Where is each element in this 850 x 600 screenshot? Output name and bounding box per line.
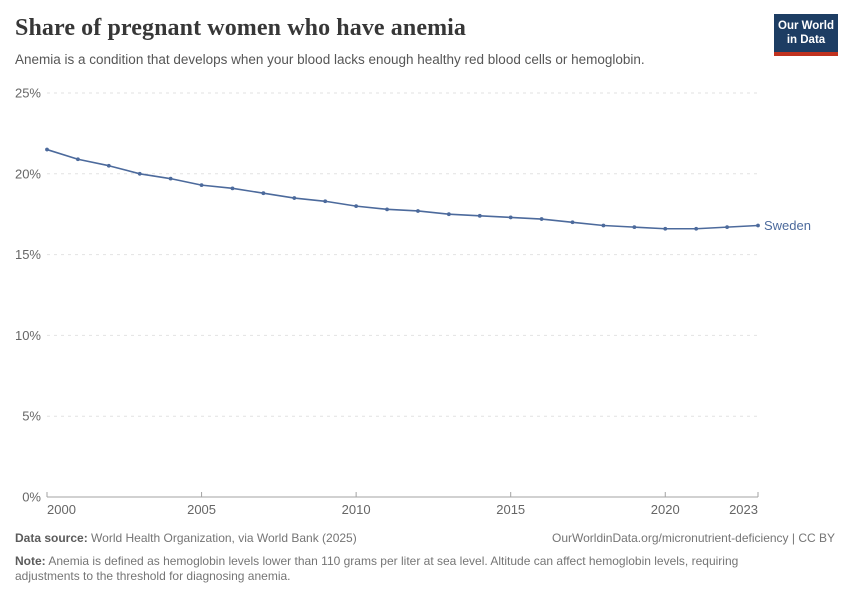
- x-tick-label: 2005: [187, 502, 216, 517]
- y-tick-label: 25%: [15, 86, 41, 101]
- data-point[interactable]: [570, 220, 575, 225]
- note-label: Note:: [15, 553, 46, 568]
- series-label: Sweden: [764, 218, 811, 233]
- owid-logo[interactable]: Our World in Data: [774, 14, 838, 56]
- data-source: Data source: World Health Organization, …: [15, 531, 357, 547]
- data-point[interactable]: [385, 207, 389, 212]
- data-point[interactable]: [756, 223, 760, 228]
- data-point[interactable]: [76, 157, 80, 162]
- x-tick-label: 2023: [729, 502, 758, 517]
- data-point[interactable]: [261, 191, 266, 196]
- data-point[interactable]: [663, 226, 668, 231]
- note-text: Anemia is defined as hemoglobin levels l…: [15, 553, 739, 584]
- y-tick-label: 20%: [15, 166, 41, 181]
- line-chart: 0% 5% 10% 15% 20% 25% 2000 2005 2010 2015 2020 2023…: [15, 86, 811, 518]
- data-point[interactable]: [477, 213, 482, 218]
- data-point[interactable]: [230, 186, 235, 191]
- data-point[interactable]: [416, 209, 420, 213]
- data-point[interactable]: [292, 196, 297, 200]
- chart-note: Note: Anemia is defined as hemoglobin le…: [15, 554, 800, 585]
- logo-text-line2: in Data: [786, 34, 826, 47]
- data-point[interactable]: [601, 223, 606, 228]
- chart-header: Share of pregnant women who have anemia …: [15, 15, 835, 67]
- owid-url-link[interactable]: OurWorldinData.org/micronutrient-deficie…: [552, 531, 835, 545]
- page-title: Share of pregnant women who have anemia: [15, 15, 467, 41]
- y-tick-label: 15%: [15, 247, 41, 262]
- data-point[interactable]: [539, 217, 544, 221]
- x-tick-label: 2020: [651, 502, 680, 517]
- chart-subtitle: Anemia is a condition that develops when…: [15, 52, 645, 67]
- data-point[interactable]: [106, 163, 111, 168]
- y-tick-label: 5%: [22, 409, 41, 424]
- data-point[interactable]: [168, 176, 173, 181]
- data-point[interactable]: [725, 225, 729, 230]
- x-tick-label: 2015: [496, 502, 525, 517]
- y-tick-label: 10%: [15, 328, 41, 343]
- data-point[interactable]: [508, 215, 513, 220]
- data-point[interactable]: [354, 204, 359, 209]
- data-point[interactable]: [632, 225, 637, 230]
- y-tick-label: 0%: [22, 490, 41, 505]
- data-point[interactable]: [694, 226, 699, 231]
- x-tick-label: 2000: [47, 502, 76, 517]
- series-line[interactable]: [46, 148, 759, 230]
- data-point[interactable]: [45, 147, 49, 152]
- data-source-label: Data source:: [15, 531, 88, 545]
- data-point[interactable]: [199, 183, 204, 188]
- chart-footer: Data source: World Health Organization, …: [15, 531, 835, 585]
- data-point[interactable]: [446, 212, 451, 217]
- logo-text-line1: Our World: [778, 20, 835, 32]
- data-point[interactable]: [137, 171, 142, 176]
- x-tick-label: 2010: [342, 502, 371, 517]
- data-source-text: World Health Organization, via World Ban…: [87, 531, 357, 545]
- data-point[interactable]: [323, 199, 328, 204]
- source-row: Data source: World Health Organization, …: [15, 531, 835, 547]
